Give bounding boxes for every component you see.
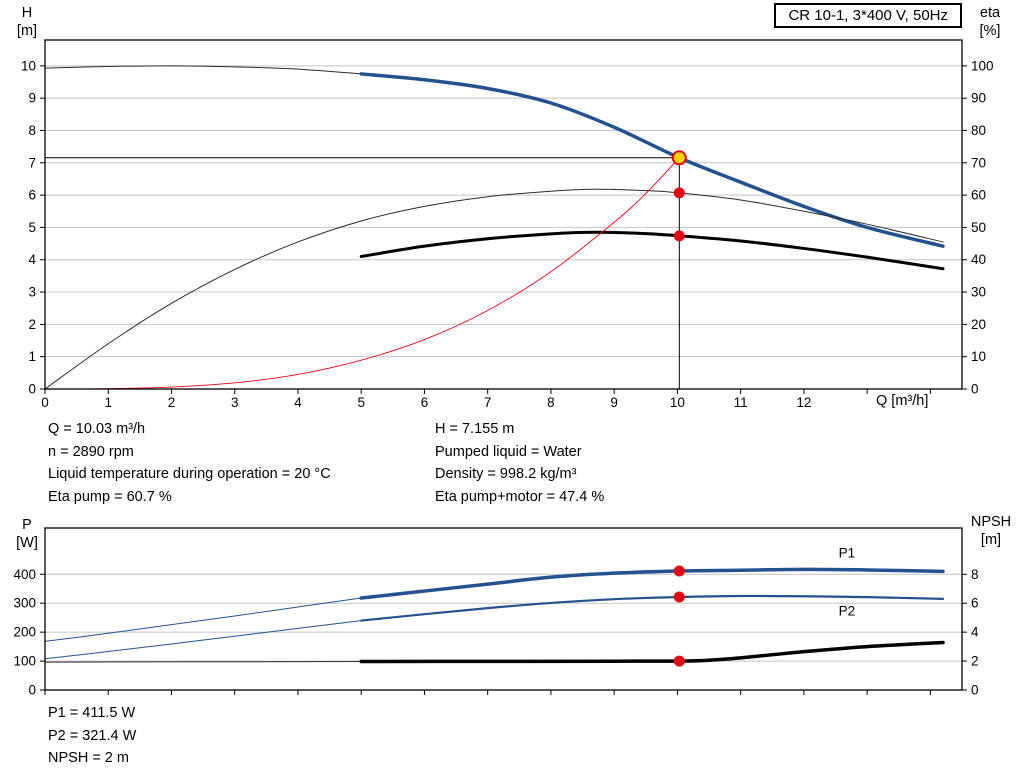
y-left-tick-label: 0 xyxy=(28,382,36,397)
npsh-axis-title: NPSH [m] xyxy=(960,513,1022,549)
y-left-tick-label: 9 xyxy=(28,91,36,106)
y-left-tick-label: 2 xyxy=(28,317,36,332)
y-right-tick-label: 0 xyxy=(971,382,979,397)
y-right-tick-label: 8 xyxy=(971,567,979,582)
eta-pump-motor-curve xyxy=(359,230,945,271)
y-left-tick-label: 8 xyxy=(28,123,36,138)
info-flow: Q = 10.03 m³/h xyxy=(48,421,146,437)
y-left-tick-label: 6 xyxy=(28,188,36,203)
duty-point xyxy=(671,150,687,166)
y-left-tick-label: 300 xyxy=(13,596,36,611)
head-axis-symbol: H xyxy=(21,5,33,21)
p2-label: P2 xyxy=(839,603,856,618)
flow-axis-title: Q [m³/h] xyxy=(876,393,929,409)
info-p2: P2 = 321.4 W xyxy=(48,727,137,744)
x-tick-label: 8 xyxy=(547,395,555,410)
info-pumped-liquid: Pumped liquid = Water xyxy=(435,443,582,460)
p1-curve xyxy=(359,567,945,600)
y-left-tick-label: 400 xyxy=(13,567,36,582)
p2-duty-point xyxy=(673,591,685,603)
p2-curve xyxy=(360,594,945,622)
eta-pump-point xyxy=(673,187,685,199)
npsh-duty-point xyxy=(673,655,685,667)
y-left-tick-label: 0 xyxy=(28,683,36,698)
x-tick-label: 5 xyxy=(357,395,365,410)
y-left-tick-label: 10 xyxy=(21,58,36,73)
eta-pump-curve xyxy=(44,188,944,390)
power-axis-unit: [W] xyxy=(16,535,38,551)
operating-info-right: H = 7.155 m Pumped liquid = Water Densit… xyxy=(435,418,604,508)
power-axis-symbol: P xyxy=(22,517,32,533)
y-right-tick-label: 4 xyxy=(971,625,979,640)
p1-label: P1 xyxy=(839,546,856,561)
system-curve xyxy=(44,157,680,390)
x-tick-label: 11 xyxy=(734,395,748,410)
y-right-tick-label: 2 xyxy=(971,654,979,669)
y-left-tick-label: 3 xyxy=(28,285,36,300)
npsh-axis-unit: [m] xyxy=(980,532,1002,548)
power-axis-title: P [W] xyxy=(6,516,48,552)
x-tick-label: 12 xyxy=(796,395,811,410)
chart-frame xyxy=(44,39,963,390)
y-right-tick-label: 90 xyxy=(971,91,986,106)
y-right-tick-label: 70 xyxy=(971,155,986,170)
npsh-axis-symbol: NPSH xyxy=(970,514,1012,530)
info-p1: P1 = 411.5 W xyxy=(48,705,136,721)
eta-axis-unit: [%] xyxy=(979,23,1001,39)
y-right-tick-label: 60 xyxy=(971,188,986,203)
info-head: H = 7.155 m xyxy=(435,421,515,437)
info-density: Density = 998.2 kg/m³ xyxy=(435,466,577,482)
x-tick-label: 2 xyxy=(168,395,176,410)
p1-curve-low-flow xyxy=(44,597,362,642)
y-left-tick-label: 100 xyxy=(13,654,36,669)
y-right-tick-label: 30 xyxy=(971,285,986,300)
p1-duty-point xyxy=(673,565,685,577)
pump-model-box: CR 10-1, 3*400 V, 50Hz xyxy=(774,3,962,28)
npsh-curve xyxy=(359,640,945,664)
eta-pump-motor-point xyxy=(673,230,685,242)
info-speed: n = 2890 rpm xyxy=(48,443,134,460)
y-right-tick-label: 6 xyxy=(971,596,979,611)
y-left-tick-label: 7 xyxy=(28,155,36,170)
x-tick-label: 7 xyxy=(484,395,492,410)
info-eta-pump: Eta pump = 60.7 % xyxy=(48,488,172,505)
y-right-tick-label: 40 xyxy=(971,252,986,267)
head-curve-low-flow xyxy=(44,65,362,75)
y-left-tick-label: 1 xyxy=(28,349,36,364)
x-tick-label: 3 xyxy=(231,395,239,410)
head-axis-title: H [m] xyxy=(6,4,48,40)
x-tick-label: 0 xyxy=(41,395,49,410)
y-right-tick-label: 80 xyxy=(971,123,986,138)
x-tick-label: 9 xyxy=(610,395,618,410)
x-tick-label: 6 xyxy=(421,395,429,410)
head-axis-unit: [m] xyxy=(16,23,38,39)
x-tick-label: 1 xyxy=(104,395,112,410)
x-tick-label: 10 xyxy=(670,395,685,410)
y-right-tick-label: 50 xyxy=(971,220,986,235)
operating-info-left: Q = 10.03 m³/h n = 2890 rpm Liquid tempe… xyxy=(48,418,331,508)
y-left-tick-label: 4 xyxy=(28,252,36,267)
info-liquid-temperature: Liquid temperature during operation = 20… xyxy=(48,466,331,482)
y-right-tick-label: 20 xyxy=(971,317,986,332)
y-left-tick-label: 200 xyxy=(13,625,36,640)
y-right-tick-label: 100 xyxy=(971,58,994,73)
y-left-tick-label: 5 xyxy=(28,220,36,235)
eta-axis-symbol: eta xyxy=(979,5,1001,21)
info-npsh: NPSH = 2 m xyxy=(48,750,129,766)
y-right-tick-label: 10 xyxy=(971,349,986,364)
info-eta-pump-motor: Eta pump+motor = 47.4 % xyxy=(435,488,605,505)
power-info-block: P1 = 411.5 W P2 = 321.4 W NPSH = 2 m xyxy=(48,702,136,770)
chart-frame xyxy=(44,527,963,691)
y-right-tick-label: 0 xyxy=(971,683,979,698)
head-curve-main xyxy=(359,72,945,248)
eta-axis-title: eta [%] xyxy=(966,4,1014,40)
p2-curve-low-flow xyxy=(44,620,362,660)
x-tick-label: 4 xyxy=(294,395,302,410)
npsh-curve-low-flow xyxy=(44,661,362,663)
